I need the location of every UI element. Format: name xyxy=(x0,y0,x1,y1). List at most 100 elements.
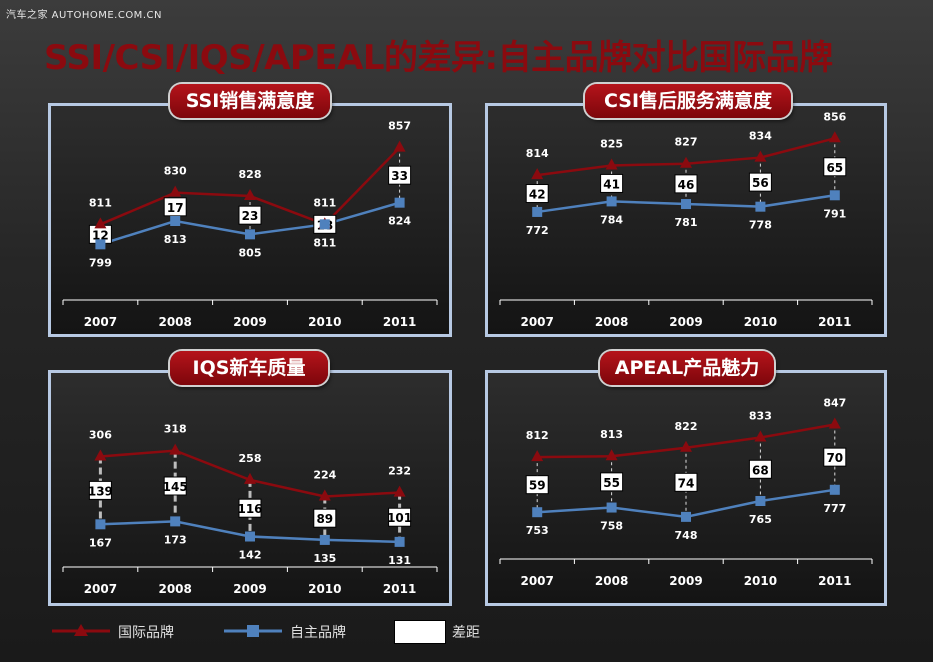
csi-x-tick-label: 2007 xyxy=(520,315,553,329)
ssi-intl-value-label: 811 xyxy=(313,196,336,209)
csi-intl-point xyxy=(605,158,618,170)
iqs-domestic-value-label: 167 xyxy=(89,536,112,549)
csi-domestic-point xyxy=(606,196,617,207)
ssi-chart: 2007200820092010201112172318338118308288… xyxy=(62,120,438,329)
ssi-intl-point xyxy=(244,189,256,200)
csi-gap-box xyxy=(674,174,698,194)
apeal-intl-point xyxy=(605,449,618,461)
iqs-intl-point xyxy=(393,485,406,497)
page-title: SSI/CSI/IQS/APEAL的差异:自主品牌对比国际品牌 xyxy=(44,38,833,78)
iqs-gap-label: 89 xyxy=(316,512,333,526)
csi-gap-label: 46 xyxy=(678,178,695,192)
csi-chart-title: CSI售后服务满意度 xyxy=(585,84,791,118)
legend-gap-label: 差距 xyxy=(452,625,480,641)
iqs-chart-title: IQS新车质量 xyxy=(170,351,328,385)
iqs-intl-value-label: 258 xyxy=(239,452,262,465)
apeal-chart: 2007 2008 2009 2010 2011 59 55 74 68 70 812 813 822 8… xyxy=(499,396,873,588)
ssi-gap-label: 12 xyxy=(92,228,109,242)
ssi-domestic-point xyxy=(245,229,255,240)
ssi-x-tick-label: 2008 xyxy=(158,315,191,329)
csi-gap-box xyxy=(600,173,624,193)
csi-domestic-point xyxy=(829,190,840,201)
ssi-domestic-value-label: 811 xyxy=(313,236,336,249)
csi-domestic-value-label: 772 xyxy=(526,224,549,237)
apeal-gap-box xyxy=(600,472,624,492)
ssi-chart-title: SSI销售满意度 xyxy=(170,84,330,118)
csi-gap-label: 42 xyxy=(529,188,546,202)
iqs-domestic-value-label: 142 xyxy=(239,549,262,562)
ssi-gap-box xyxy=(163,197,187,217)
iqs-gap-box xyxy=(313,508,337,528)
csi-x-tick-label: 2011 xyxy=(818,315,851,329)
legend-domestic: 自主品牌 xyxy=(222,616,372,646)
legend-domestic-label: 自主品牌 xyxy=(290,625,346,641)
csi-intl-point xyxy=(828,131,841,143)
iqs-domestic-point xyxy=(170,516,181,527)
apeal-domestic-point xyxy=(755,496,766,506)
iqs-gap-label: 145 xyxy=(163,480,188,494)
csi-domestic-value-label: 778 xyxy=(749,219,772,232)
apeal-domestic-point xyxy=(681,511,691,522)
apeal-x-tick-label: 2007 xyxy=(520,574,553,588)
apeal-x-tick-label: 2010 xyxy=(744,574,777,588)
csi-gap-box xyxy=(823,157,847,177)
iqs-intl-point xyxy=(169,443,182,455)
ssi-domestic-point xyxy=(170,216,181,226)
iqs-gap-label: 139 xyxy=(88,484,113,498)
apeal-intl-value-label: 833 xyxy=(749,410,772,423)
csi-intl-point xyxy=(531,168,544,180)
ssi-intl-point xyxy=(94,217,107,229)
iqs-domestic-value-label: 131 xyxy=(388,554,411,567)
apeal-intl-point xyxy=(754,430,767,442)
apeal-gap-box xyxy=(823,447,847,467)
csi-gap-label: 56 xyxy=(752,176,769,190)
ssi-gap-box xyxy=(238,205,262,225)
apeal-gap-label: 70 xyxy=(826,451,843,465)
apeal-domestic-point xyxy=(606,502,617,513)
ssi-intl-value-label: 811 xyxy=(89,196,112,209)
csi-domestic-value-label: 781 xyxy=(675,216,698,229)
csi-domestic-value-label: 784 xyxy=(600,213,623,226)
apeal-chart-title: APEAL产品魅力 xyxy=(600,351,774,385)
iqs-x-tick-label: 2007 xyxy=(84,582,117,596)
iqs-gap-label: 116 xyxy=(237,502,262,516)
csi-intl-value-label: 814 xyxy=(526,147,549,160)
iqs-domestic-value-label: 173 xyxy=(164,533,187,546)
triangle-marker-icon xyxy=(52,624,110,636)
iqs-x-tick-label: 2010 xyxy=(308,582,341,596)
apeal-domestic-value-label: 765 xyxy=(749,513,772,526)
iqs-intl-point xyxy=(94,449,107,461)
apeal-domestic-point xyxy=(532,507,543,518)
csi-intl-value-label: 825 xyxy=(600,137,623,150)
iqs-chart-panel: 2007 2008 2009 2010 2011 139 145 116 89 101 306 318… xyxy=(48,370,452,606)
iqs-gap-box xyxy=(238,498,262,518)
ssi-intl-value-label: 857 xyxy=(388,120,411,133)
csi-intl-value-label: 856 xyxy=(823,110,846,123)
csi-intl-value-label: 827 xyxy=(675,136,698,149)
apeal-chart-panel: 2007 2008 2009 2010 2011 59 55 74 68 70 812 813 822 8… xyxy=(485,370,887,606)
iqs-x-tick-label: 2009 xyxy=(233,582,266,596)
ssi-domestic-value-label: 805 xyxy=(239,246,262,259)
apeal-gap-box xyxy=(748,459,772,479)
iqs-gap-label: 101 xyxy=(387,511,412,525)
apeal-x-tick-label: 2008 xyxy=(595,574,628,588)
iqs-intl-value-label: 318 xyxy=(164,423,187,436)
apeal-intl-point xyxy=(531,450,544,462)
legend: 国际品牌 自主品牌 差距 xyxy=(50,616,510,646)
ssi-gap-label: 17 xyxy=(167,201,184,215)
ssi-domestic-point xyxy=(95,239,106,250)
ssi-intl-point xyxy=(393,140,406,152)
csi-domestic-point xyxy=(532,206,543,217)
ssi-domestic-value-label: 799 xyxy=(89,256,112,269)
ssi-intl-point xyxy=(169,185,182,197)
csi-chart: 2007 2008 2009 2010 2011 42 41 46 56 65 814 825 827 8… xyxy=(499,110,873,329)
ssi-gap-box xyxy=(388,165,412,185)
iqs-chart: 2007 2008 2009 2010 2011 139 145 116 89 101 306 318… xyxy=(62,423,438,596)
apeal-gap-box xyxy=(674,472,698,492)
apeal-gap-box xyxy=(525,475,549,495)
csi-gap-box xyxy=(748,172,772,192)
csi-gap-box xyxy=(525,184,549,204)
ssi-x-tick-label: 2007 xyxy=(84,315,117,329)
csi-intl-point xyxy=(680,156,692,168)
apeal-x-tick-label: 2009 xyxy=(669,574,702,588)
